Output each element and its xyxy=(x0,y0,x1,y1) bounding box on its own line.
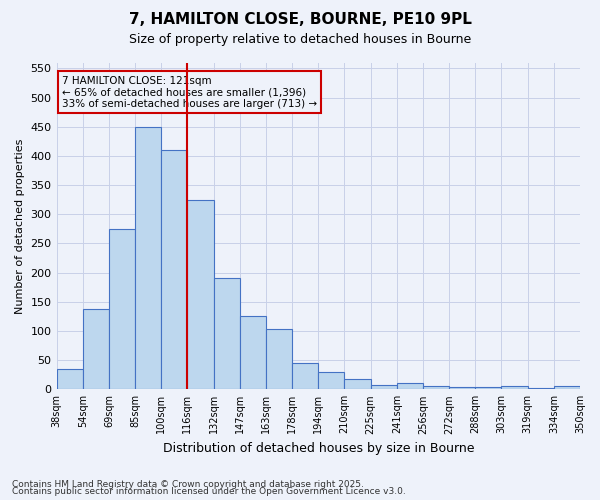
Bar xyxy=(187,200,214,390)
Bar xyxy=(214,278,240,390)
Bar xyxy=(266,329,292,390)
Text: 7, HAMILTON CLOSE, BOURNE, PE10 9PL: 7, HAMILTON CLOSE, BOURNE, PE10 9PL xyxy=(128,12,472,28)
Text: Contains public sector information licensed under the Open Government Licence v3: Contains public sector information licen… xyxy=(12,487,406,496)
Bar xyxy=(83,310,109,390)
Text: Contains HM Land Registry data © Crown copyright and database right 2025.: Contains HM Land Registry data © Crown c… xyxy=(12,480,364,489)
Bar xyxy=(397,384,423,390)
Bar xyxy=(135,126,161,390)
Bar xyxy=(475,387,502,390)
Bar xyxy=(344,379,371,390)
Bar xyxy=(161,150,187,390)
Bar xyxy=(318,372,344,390)
Text: Size of property relative to detached houses in Bourne: Size of property relative to detached ho… xyxy=(129,32,471,46)
Bar xyxy=(449,387,475,390)
Bar xyxy=(527,388,554,390)
Bar xyxy=(109,229,135,390)
Bar xyxy=(240,316,266,390)
Text: 7 HAMILTON CLOSE: 121sqm
← 65% of detached houses are smaller (1,396)
33% of sem: 7 HAMILTON CLOSE: 121sqm ← 65% of detach… xyxy=(62,76,317,109)
Bar xyxy=(502,386,527,390)
Bar xyxy=(56,369,83,390)
Y-axis label: Number of detached properties: Number of detached properties xyxy=(15,138,25,314)
Bar xyxy=(423,386,449,390)
Bar xyxy=(371,385,397,390)
X-axis label: Distribution of detached houses by size in Bourne: Distribution of detached houses by size … xyxy=(163,442,474,455)
Bar xyxy=(554,386,580,390)
Bar xyxy=(292,363,318,390)
